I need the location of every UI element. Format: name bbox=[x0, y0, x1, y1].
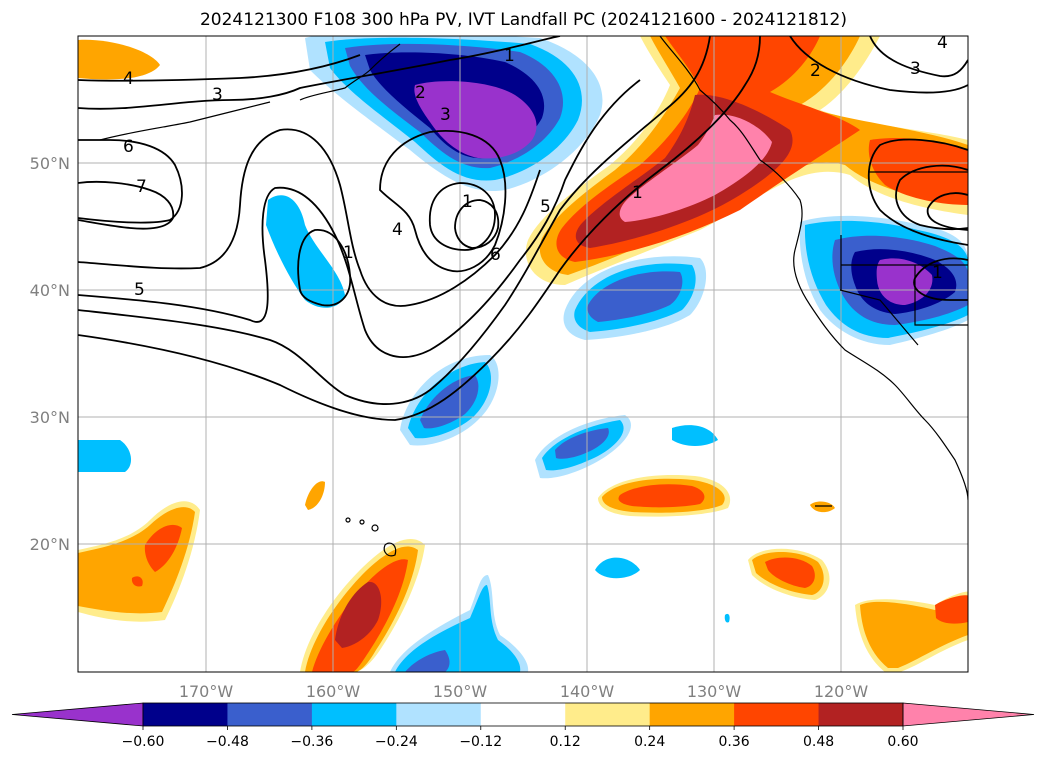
longitude-labels: 170°W 160°W 150°W 140°W 130°W 120°W bbox=[179, 682, 869, 701]
map-panel: 1 2 3 4 4 3 2 3 6 7 5 1 4 1 6 5 1 1 bbox=[78, 33, 968, 672]
colorbar-frame bbox=[142, 702, 904, 727]
colorbar-segment bbox=[396, 703, 482, 726]
lon-label: 120°W bbox=[814, 682, 869, 701]
lon-label: 160°W bbox=[306, 682, 361, 701]
contour-label: 1 bbox=[632, 183, 643, 203]
shaded-field bbox=[78, 36, 968, 672]
contour-label: 3 bbox=[440, 105, 451, 125]
colorbar bbox=[11, 702, 1035, 727]
coastlines bbox=[99, 36, 968, 557]
colorbar-segment bbox=[227, 703, 313, 726]
lat-label: 40°N bbox=[30, 281, 70, 300]
colorbar-ticks: −0.60 −0.48 −0.36 −0.24 −0.12 0.12 0.24 0.36 0.4… bbox=[122, 726, 919, 750]
colorbar-segment bbox=[818, 703, 904, 726]
contour-label: 7 bbox=[136, 177, 147, 197]
contour-label: 5 bbox=[134, 280, 145, 300]
colorbar-tick-label: 0.36 bbox=[719, 734, 750, 750]
lon-label: 150°W bbox=[433, 682, 488, 701]
lat-label: 20°N bbox=[30, 535, 70, 554]
map-title: 2024121300 F108 300 hPa PV, IVT Landfall… bbox=[199, 10, 847, 30]
contour-label: 3 bbox=[212, 85, 223, 105]
colorbar-tick-label: 0.24 bbox=[634, 734, 665, 750]
contour-label: 1 bbox=[462, 192, 473, 212]
lon-label: 140°W bbox=[560, 682, 615, 701]
contour-label: 1 bbox=[504, 46, 515, 66]
colorbar-tick-label: −0.24 bbox=[375, 734, 418, 750]
graticule bbox=[78, 36, 968, 672]
colorbar-extend-high bbox=[902, 702, 1035, 727]
contour-label: 1 bbox=[932, 263, 943, 283]
lon-label: 130°W bbox=[687, 682, 742, 701]
contour-label: 2 bbox=[415, 83, 426, 103]
colorbar-segment bbox=[311, 703, 397, 726]
colorbar-tick-label: −0.48 bbox=[206, 734, 249, 750]
contour-label: 5 bbox=[540, 197, 551, 217]
contour-label: 2 bbox=[810, 61, 821, 81]
contour-label: 4 bbox=[392, 220, 403, 240]
colorbar-tick-label: −0.60 bbox=[122, 734, 165, 750]
contour-label: 4 bbox=[123, 69, 134, 89]
colorbar-tick-label: −0.36 bbox=[290, 734, 333, 750]
colorbar-tick-label: 0.48 bbox=[803, 734, 834, 750]
lon-label: 170°W bbox=[179, 682, 234, 701]
map-frame bbox=[77, 35, 969, 673]
contour-labels: 1 2 3 4 4 3 2 3 6 7 5 1 4 1 6 5 1 1 bbox=[123, 33, 948, 300]
lat-label: 30°N bbox=[30, 408, 70, 427]
lat-label: 50°N bbox=[30, 154, 70, 173]
colorbar-segment bbox=[565, 703, 651, 726]
colorbar-tick-label: 0.60 bbox=[887, 734, 918, 750]
contour-label: 3 bbox=[910, 59, 921, 79]
contour-label: 1 bbox=[343, 243, 354, 263]
contour-label: 4 bbox=[937, 33, 948, 53]
colorbar-extend-low bbox=[11, 702, 144, 727]
colorbar-segment bbox=[143, 703, 228, 726]
contour-label: 6 bbox=[123, 137, 134, 157]
colorbar-tick-label: 0.12 bbox=[550, 734, 581, 750]
latitude-labels: 50°N 40°N 30°N 20°N bbox=[30, 154, 70, 554]
colorbar-segment bbox=[649, 703, 735, 726]
colorbar-tick-label: −0.12 bbox=[459, 734, 502, 750]
contour-label: 6 bbox=[490, 245, 501, 265]
colorbar-segment bbox=[734, 703, 820, 726]
colorbar-segment bbox=[480, 703, 566, 726]
pv-contours bbox=[78, 36, 968, 421]
